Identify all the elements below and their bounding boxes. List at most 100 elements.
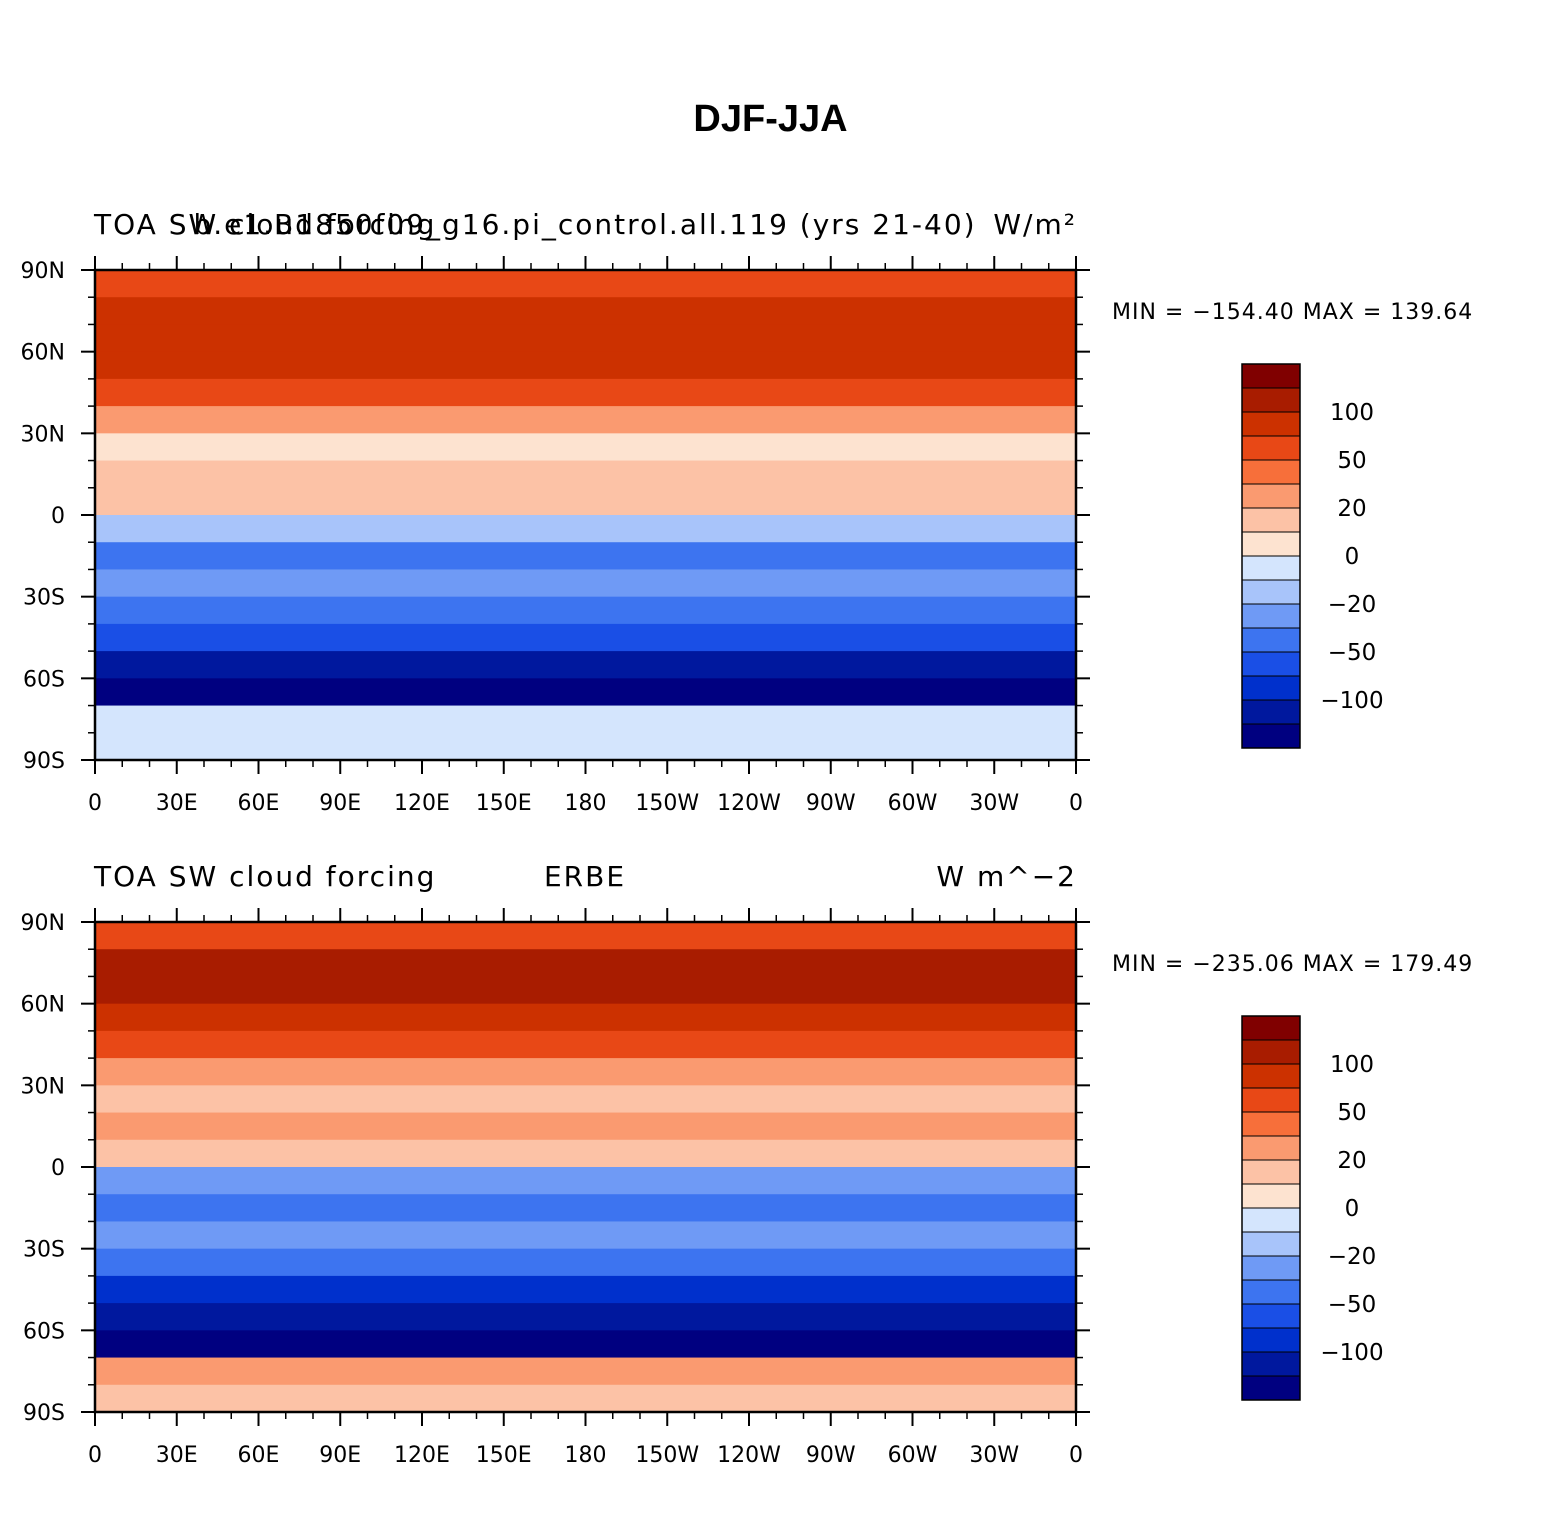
lon-tick-label: 0: [1069, 1443, 1083, 1468]
field-label: TOA SW cloud forcing: [94, 860, 437, 893]
colorbar-label: −100: [1320, 688, 1383, 714]
colorbar-swatch: [1241, 1111, 1301, 1137]
colorbar-swatch: [1241, 651, 1301, 677]
zonal-band: [95, 433, 1076, 462]
lon-tick-label: 60W: [888, 791, 938, 816]
field-label: TOA SW cloud forcing: [94, 208, 437, 241]
colorbar-label: 0: [1345, 544, 1360, 570]
lat-tick-label: 60N: [21, 341, 65, 366]
lon-tick-label: 90W: [806, 1443, 856, 1468]
lon-tick-label: 30E: [156, 791, 198, 816]
lon-tick-label: 150E: [476, 1443, 532, 1468]
lon-tick-label: 150E: [476, 791, 532, 816]
zonal-band: [95, 651, 1076, 679]
colorbar-swatch: [1241, 603, 1301, 629]
colorbar-label: −50: [1328, 640, 1377, 666]
colorbar-swatch: [1241, 435, 1301, 461]
colorbar-swatch: [1241, 387, 1301, 413]
colorbar-swatch: [1241, 1279, 1301, 1305]
lon-tick-label: 60W: [888, 1443, 938, 1468]
colorbar-label: −50: [1328, 1292, 1377, 1318]
colorbar-label: 100: [1330, 400, 1374, 426]
colorbar: −100 −50 −20 0 20 50 100: [1241, 363, 1384, 749]
colorbar-swatch: [1241, 507, 1301, 533]
colorbar-label: 0: [1345, 1196, 1360, 1222]
lon-tick-label: 30E: [156, 1443, 198, 1468]
lon-tick-label: 90E: [319, 791, 361, 816]
zonal-band: [95, 351, 1076, 380]
colorbar-swatch: [1241, 363, 1301, 389]
case-label: b.e1.B1850f09_g16.pi_control.all.119 (yr…: [193, 208, 977, 241]
lon-tick-label: 120W: [717, 1443, 781, 1468]
lon-tick-label: 30W: [969, 791, 1019, 816]
colorbar-label: 20: [1337, 496, 1366, 522]
colorbar-swatch: [1241, 1039, 1301, 1065]
colorbar-label: 50: [1337, 448, 1366, 474]
zonal-band: [95, 1030, 1076, 1059]
min-max-label: MIN = −154.40 MAX = 139.64: [1112, 300, 1474, 325]
zonal-band: [95, 542, 1076, 570]
lon-tick-label: 180: [565, 1443, 607, 1468]
zonal-band: [95, 378, 1076, 407]
colorbar-swatch: [1241, 531, 1301, 557]
colorbar-swatch: [1241, 627, 1301, 653]
colorbar-label: −20: [1328, 1244, 1377, 1270]
lat-tick-label: 90N: [21, 259, 65, 284]
lat-tick-label: 0: [51, 504, 65, 529]
colorbar-swatch: [1241, 699, 1301, 725]
colorbar-swatch: [1241, 1063, 1301, 1089]
obs-panel: TOA SW cloud forcing ERBE W m^−2 90N 60N 3…: [0, 842, 1541, 1502]
zonal-band: [95, 732, 1076, 761]
lon-tick-label: 90W: [806, 791, 856, 816]
zonal-band: [95, 705, 1076, 734]
zonal-band: [95, 1112, 1076, 1141]
lon-tick-label: 120E: [394, 791, 450, 816]
colorbar-swatch: [1241, 675, 1301, 701]
map-plot: 90N 60N 30N 0 30S 60S 90S 0 30E 60E 90E 120E 150E 180…: [21, 908, 1090, 1468]
min-max-label: MIN = −235.06 MAX = 179.49: [1112, 952, 1474, 977]
zonal-band: [95, 678, 1076, 707]
zonal-band: [95, 1275, 1076, 1304]
colorbar-swatch: [1241, 1231, 1301, 1257]
zonal-band: [95, 596, 1076, 625]
zonal-band: [95, 569, 1076, 598]
colorbar-swatch: [1241, 579, 1301, 605]
colorbar-swatch: [1241, 1159, 1301, 1185]
lon-tick-label: 180: [565, 791, 607, 816]
lat-tick-label: 60S: [23, 667, 65, 692]
zonal-band: [95, 623, 1076, 652]
lat-tick-label: 60N: [21, 993, 65, 1018]
lon-tick-label: 0: [88, 791, 102, 816]
colorbar-swatch: [1241, 1183, 1301, 1209]
latitude-bands: [95, 922, 1076, 1413]
lat-tick-label: 90N: [21, 911, 65, 936]
zonal-band: [95, 487, 1076, 516]
zonal-band: [95, 1058, 1076, 1086]
lat-tick-label: 60S: [23, 1319, 65, 1344]
colorbar-label: 20: [1337, 1148, 1366, 1174]
lat-tick-label: 30S: [23, 1238, 65, 1263]
zonal-band: [95, 922, 1076, 950]
lon-tick-label: 90E: [319, 1443, 361, 1468]
zonal-band: [95, 976, 1076, 1005]
zonal-band: [95, 949, 1076, 977]
lon-tick-label: 60E: [238, 791, 280, 816]
zonal-band: [95, 297, 1076, 325]
colorbar-swatch: [1241, 1303, 1301, 1329]
lat-tick-label: 90S: [23, 749, 65, 774]
lon-tick-label: 150W: [635, 1443, 699, 1468]
colorbar-swatch: [1241, 555, 1301, 581]
zonal-band: [95, 1248, 1076, 1277]
lat-tick-label: 0: [51, 1156, 65, 1181]
main-title: DJF-JJA: [693, 98, 848, 140]
lon-tick-label: 120W: [717, 791, 781, 816]
zonal-band: [95, 1357, 1076, 1386]
zonal-band: [95, 1194, 1076, 1222]
lon-tick-label: 0: [88, 1443, 102, 1468]
zonal-band: [95, 1384, 1076, 1413]
zonal-band: [95, 324, 1076, 353]
dataset-label: ERBE: [543, 860, 627, 893]
colorbar-label: −100: [1320, 1340, 1383, 1366]
zonal-band: [95, 1303, 1076, 1331]
zonal-band: [95, 406, 1076, 434]
